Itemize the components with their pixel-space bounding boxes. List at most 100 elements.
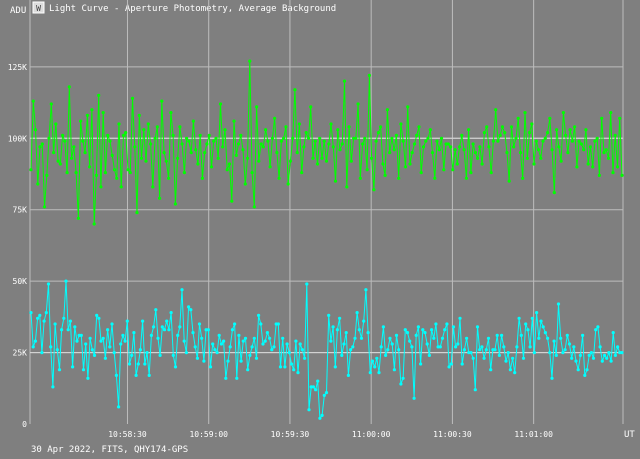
data-point [498,133,502,137]
data-point [384,353,388,357]
data-point [49,345,53,349]
data-point [106,328,110,332]
y-tick-label: 0 [22,420,27,429]
data-point [173,202,177,206]
data-point [95,313,99,317]
data-point [338,148,342,152]
data-point [83,151,87,155]
data-point [263,339,267,343]
data-point [358,176,362,180]
data-point [471,356,475,360]
data-point [171,353,175,357]
data-point [514,136,518,140]
data-point [595,136,599,140]
window-icon[interactable]: W [32,1,45,14]
data-point [412,396,416,400]
data-point [496,139,500,143]
data-point [208,365,213,369]
data-point [139,156,144,160]
data-point [311,385,315,389]
data-point [136,362,140,366]
data-point [425,342,429,346]
data-point [370,359,375,363]
data-point [209,165,214,169]
data-point [276,322,280,326]
data-point [615,165,620,169]
data-point [281,336,285,340]
data-point [401,376,405,380]
data-point [202,359,206,363]
data-point [324,391,329,395]
data-point [92,353,97,357]
data-point [222,339,226,343]
data-point [295,151,299,155]
data-point [112,351,116,355]
data-point [119,185,123,189]
data-point [489,368,493,372]
data-point [219,342,223,346]
data-point [180,142,184,146]
data-point [81,139,85,143]
data-point [259,142,263,146]
data-point [322,393,326,397]
data-point [388,151,392,155]
data-point [171,133,175,137]
data-point [552,191,556,195]
data-point [314,388,318,392]
x-axis-labels: 10:58:30 10:59:00 10:59:30 11:00:00 11:00:30… [108,430,553,439]
data-point [36,316,40,320]
data-point [497,353,501,357]
x-tick-label: 10:59:30 [271,430,310,439]
data-point [392,368,396,372]
data-point [79,119,83,123]
data-point [447,365,451,369]
data-point [333,179,338,183]
data-point [103,356,107,360]
data-point [248,59,252,63]
data-point [224,376,228,380]
data-point [198,133,202,137]
data-point [374,139,378,143]
data-point [114,373,118,377]
data-point [40,142,44,146]
data-point [196,162,200,166]
data-point [508,368,512,372]
data-point [559,336,563,340]
data-point [563,348,567,352]
data-point [221,145,225,149]
data-point [517,316,521,320]
data-point [79,333,83,337]
data-point [485,125,489,129]
data-point [570,139,575,143]
data-point [58,162,62,166]
data-point [232,119,236,123]
data-point [392,148,396,152]
data-point [164,159,168,163]
data-point [182,339,186,343]
data-point [254,356,259,360]
data-point [381,325,385,329]
data-point [230,328,234,332]
app-logo-icon[interactable] [32,1,45,14]
data-point [233,322,237,326]
data-point [191,119,195,123]
data-point [146,122,150,126]
data-point [577,139,581,143]
data-point [29,311,33,315]
data-point [403,165,408,169]
data-point [408,162,412,166]
data-point [266,139,270,143]
data-point [160,325,164,329]
data-point [356,102,360,106]
data-point [74,171,78,175]
data-point [94,173,98,177]
data-point [216,156,220,160]
data-point [616,345,620,349]
x-axis-unit: UT [624,430,635,440]
data-point [223,128,227,132]
data-point [363,136,367,140]
data-point [57,368,62,372]
data-point [536,148,541,152]
